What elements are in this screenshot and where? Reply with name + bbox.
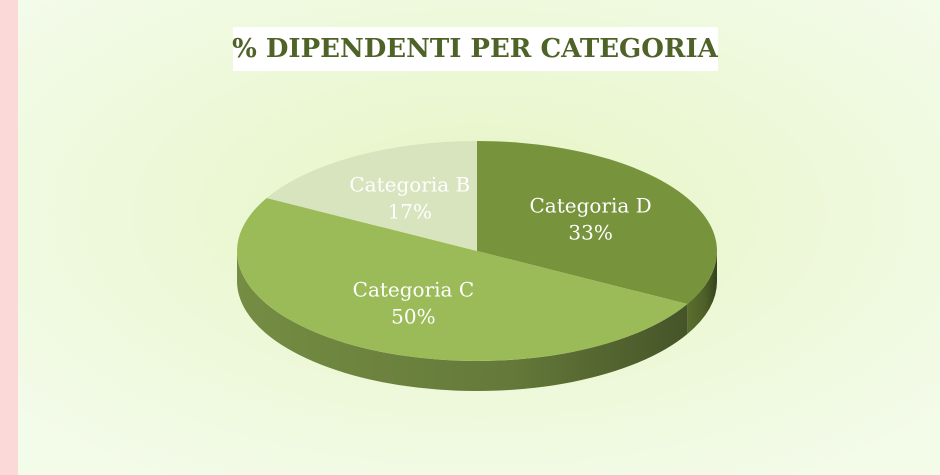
slice	[266, 141, 477, 251]
slice	[237, 198, 688, 361]
slice-category-label: Categoria B	[349, 172, 470, 196]
slice-value-label: 33%	[568, 221, 612, 245]
slice-side-shade	[687, 251, 717, 334]
slice-side-shade	[237, 251, 688, 391]
slice	[477, 141, 717, 304]
slice-value-label: 17%	[388, 199, 432, 223]
side-strip	[0, 0, 18, 475]
slice-category-label: Categoria C	[353, 278, 474, 302]
chart-title: % DIPENDENTI PER CATEGORIA	[232, 34, 719, 64]
title-box	[233, 27, 718, 71]
slice-value-label: 50%	[391, 305, 435, 329]
slice-category-label: Categoria D	[530, 194, 652, 218]
